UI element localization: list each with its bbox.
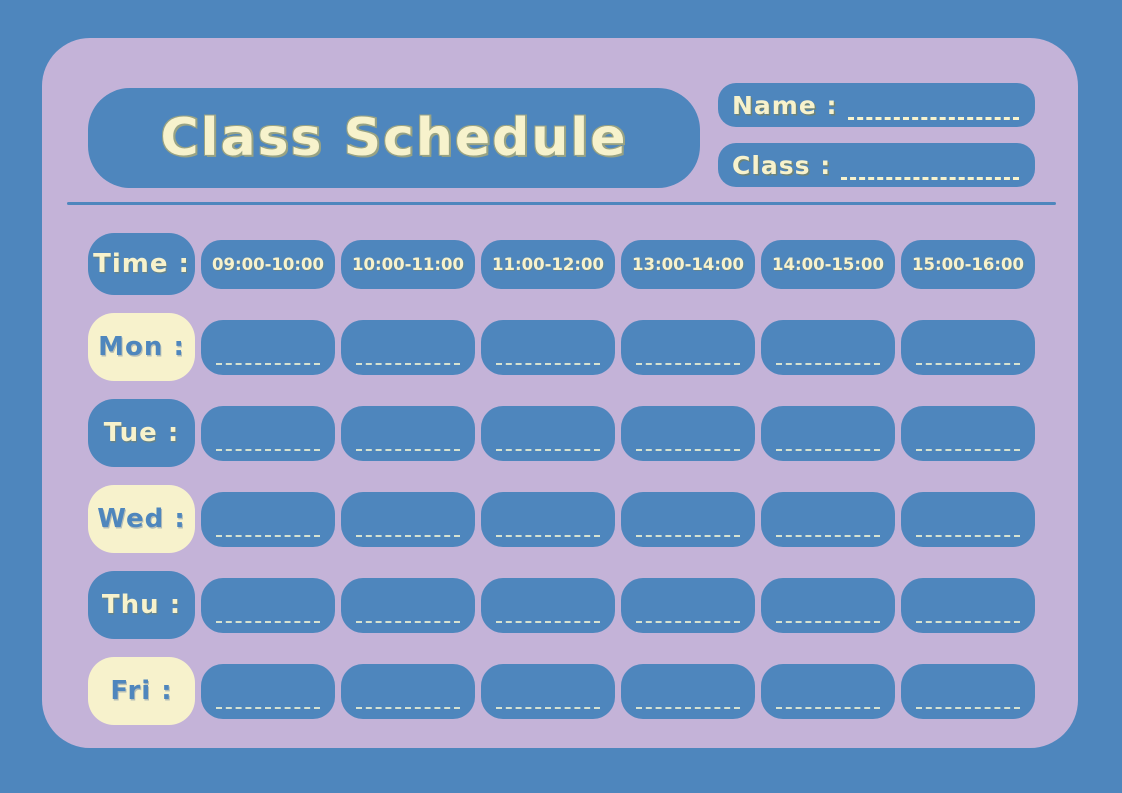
schedule-cell-tue-6[interactable] [901, 405, 1035, 461]
schedule-cell-fri-1[interactable] [201, 663, 335, 719]
day-label-fri: Fri : [88, 657, 195, 725]
schedule-cell-fri-4[interactable] [621, 663, 755, 719]
schedule-cell-tue-3[interactable] [481, 405, 615, 461]
day-label-wed: Wed : [88, 485, 195, 553]
class-label: Class : [732, 150, 832, 180]
schedule-cell-thu-2[interactable] [341, 577, 475, 633]
name-label: Name : [732, 90, 838, 120]
schedule-cell-wed-1[interactable] [201, 491, 335, 547]
schedule-cell-mon-3[interactable] [481, 319, 615, 375]
title-pill: Class Schedule [88, 88, 700, 188]
schedule-cell-fri-6[interactable] [901, 663, 1035, 719]
schedule-cell-thu-5[interactable] [761, 577, 895, 633]
schedule-cell-mon-1[interactable] [201, 319, 335, 375]
schedule-cell-fri-2[interactable] [341, 663, 475, 719]
schedule-cell-wed-5[interactable] [761, 491, 895, 547]
student-info-fields: Name : Class : [718, 83, 1035, 187]
class-input-line[interactable] [841, 177, 1019, 180]
time-header: Time : [88, 233, 195, 295]
schedule-cell-fri-5[interactable] [761, 663, 895, 719]
schedule-cell-mon-4[interactable] [621, 319, 755, 375]
schedule-cell-thu-6[interactable] [901, 577, 1035, 633]
schedule-cell-thu-1[interactable] [201, 577, 335, 633]
schedule-cell-fri-3[interactable] [481, 663, 615, 719]
time-slot-header-1: 09:00-10:00 [201, 239, 335, 289]
time-slot-header-6: 15:00-16:00 [901, 239, 1035, 289]
time-slot-header-4: 13:00-14:00 [621, 239, 755, 289]
schedule-cell-tue-1[interactable] [201, 405, 335, 461]
schedule-cell-wed-4[interactable] [621, 491, 755, 547]
schedule-cell-wed-3[interactable] [481, 491, 615, 547]
schedule-cell-tue-2[interactable] [341, 405, 475, 461]
schedule-card: Class Schedule Name : Class : Time : 09:… [42, 38, 1078, 748]
schedule-cell-mon-5[interactable] [761, 319, 895, 375]
day-label-mon: Mon : [88, 313, 195, 381]
schedule-cell-mon-2[interactable] [341, 319, 475, 375]
schedule-cell-thu-3[interactable] [481, 577, 615, 633]
time-slot-header-5: 14:00-15:00 [761, 239, 895, 289]
schedule-cell-thu-4[interactable] [621, 577, 755, 633]
schedule-cell-mon-6[interactable] [901, 319, 1035, 375]
schedule-cell-tue-4[interactable] [621, 405, 755, 461]
day-label-tue: Tue : [88, 399, 195, 467]
time-slot-header-3: 11:00-12:00 [481, 239, 615, 289]
schedule-cell-tue-5[interactable] [761, 405, 895, 461]
name-field[interactable]: Name : [718, 83, 1035, 127]
class-field[interactable]: Class : [718, 143, 1035, 187]
header-divider [67, 202, 1056, 205]
schedule-cell-wed-6[interactable] [901, 491, 1035, 547]
header: Class Schedule Name : Class : [88, 83, 1035, 188]
time-slot-header-2: 10:00-11:00 [341, 239, 475, 289]
day-label-thu: Thu : [88, 571, 195, 639]
page-title: Class Schedule [160, 108, 628, 168]
schedule-grid: Time : 09:00-10:00 10:00-11:00 11:00-12:… [88, 233, 1035, 725]
name-input-line[interactable] [847, 117, 1019, 120]
schedule-cell-wed-2[interactable] [341, 491, 475, 547]
